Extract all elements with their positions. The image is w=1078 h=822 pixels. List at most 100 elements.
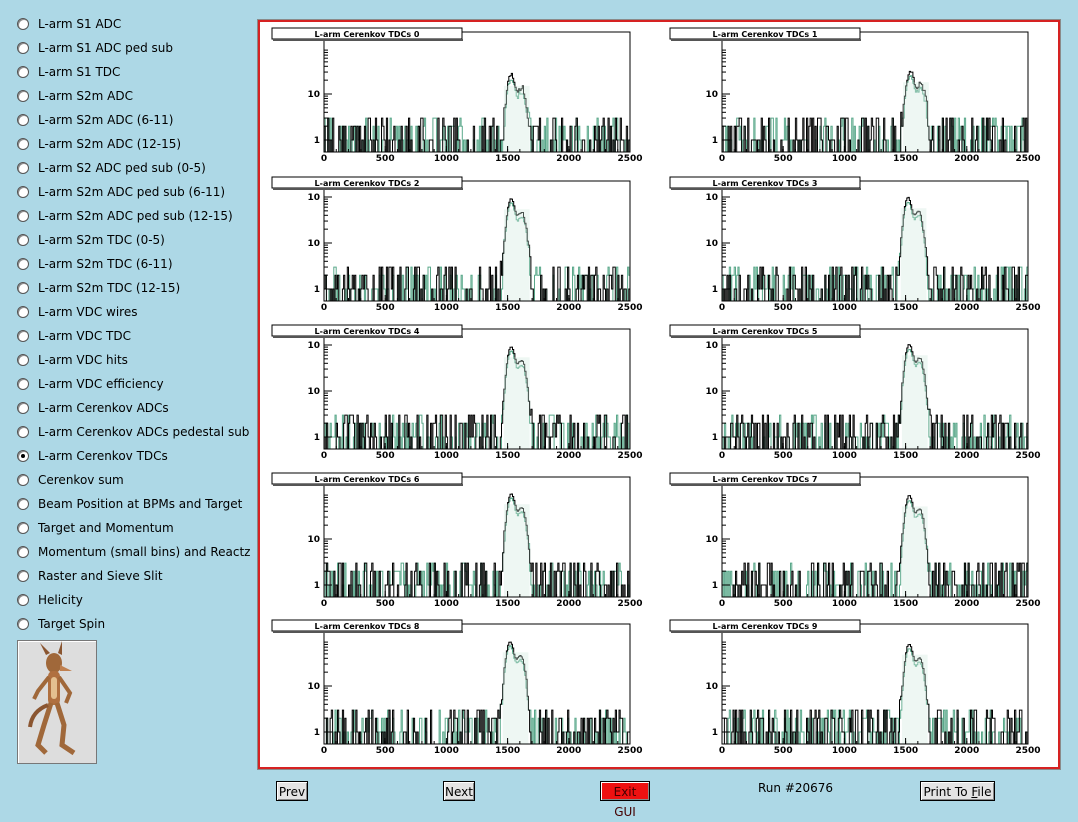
radio-button[interactable] (17, 402, 29, 414)
radio-item[interactable]: L-arm S2m ADC (6-11) (17, 108, 257, 132)
y-tick-label: 1 (712, 285, 718, 295)
histogram-overlay-line (323, 202, 631, 302)
x-tick-label: 1000 (434, 303, 459, 313)
x-tick-label: 1500 (495, 154, 520, 164)
peak-shading (900, 208, 927, 301)
radio-item[interactable]: L-arm Cerenkov ADCs (17, 396, 257, 420)
radio-label: L-arm VDC wires (38, 305, 138, 319)
radio-item[interactable]: L-arm S2m TDC (12-15) (17, 276, 257, 300)
radio-item[interactable]: Cerenkov sum (17, 468, 257, 492)
x-tick-label: 1500 (893, 746, 918, 756)
radio-item[interactable]: Target and Momentum (17, 516, 257, 540)
radio-button[interactable] (17, 594, 29, 606)
y-tick-label: 10 (307, 387, 320, 397)
prev-button[interactable]: Prev (276, 781, 308, 801)
radio-button[interactable] (17, 282, 29, 294)
x-tick-label: 1000 (434, 746, 459, 756)
radio-item[interactable]: Helicity (17, 588, 257, 612)
radio-item[interactable]: L-arm S1 TDC (17, 60, 257, 84)
y-tick-label: 10 (307, 682, 320, 692)
radio-button[interactable] (17, 570, 29, 582)
radio-button[interactable] (17, 378, 29, 390)
radio-item[interactable]: L-arm VDC wires (17, 300, 257, 324)
histogram-title: L-arm Cerenkov TDCs 0 (315, 30, 420, 39)
radio-item[interactable]: L-arm VDC hits (17, 348, 257, 372)
x-tick-label: 2000 (556, 303, 581, 313)
radio-label: Target and Momentum (38, 521, 174, 535)
x-tick-label: 0 (321, 303, 327, 313)
axes-frame (323, 476, 631, 598)
y-tick-label: 1 (314, 581, 320, 591)
y-tick-label: 1 (712, 136, 718, 146)
radio-button[interactable] (17, 66, 29, 78)
radio-button[interactable] (17, 426, 29, 438)
y-tick-label: 10 (307, 239, 320, 249)
radio-item[interactable]: L-arm S1 ADC ped sub (17, 36, 257, 60)
radio-item[interactable]: L-arm S2m ADC (17, 84, 257, 108)
radio-item[interactable]: L-arm S2m TDC (6-11) (17, 252, 257, 276)
print-to-file-button[interactable]: Print To File (920, 781, 995, 801)
radio-button[interactable] (17, 546, 29, 558)
radio-item[interactable]: L-arm Cerenkov TDCs (17, 444, 257, 468)
radio-item[interactable]: L-arm VDC TDC (17, 324, 257, 348)
radio-item[interactable]: Raster and Sieve Slit (17, 564, 257, 588)
radio-label: L-arm S2m ADC ped sub (6-11) (38, 185, 226, 199)
histogram-panel: 0 500 1000 1500 2000 2500 1 10 10 L-arm Cerenkov … (669, 324, 1041, 461)
radio-button[interactable] (17, 354, 29, 366)
radio-button[interactable] (17, 210, 29, 222)
print-label-post: ile (977, 785, 992, 799)
x-tick-label: 0 (321, 451, 327, 461)
radio-button[interactable] (17, 450, 29, 462)
x-tick-label: 500 (774, 599, 793, 609)
radio-button[interactable] (17, 114, 29, 126)
peak-shading (502, 652, 529, 744)
x-tick-label: 2500 (617, 451, 642, 461)
x-tick-label: 1500 (495, 303, 520, 313)
radio-item[interactable]: L-arm VDC efficiency (17, 372, 257, 396)
radio-item[interactable]: L-arm S1 ADC (17, 12, 257, 36)
x-tick-label: 2000 (556, 746, 581, 756)
histogram-overlay-line (721, 202, 1029, 302)
radio-label: Target Spin (38, 617, 106, 631)
radio-item[interactable]: L-arm S2m ADC ped sub (12-15) (17, 204, 257, 228)
radio-button[interactable] (17, 18, 29, 30)
radio-item[interactable]: Momentum (small bins) and Reactz (17, 540, 257, 564)
x-tick-label: 2000 (954, 599, 979, 609)
radio-button[interactable] (17, 90, 29, 102)
y-tick-label: 10 (307, 341, 320, 351)
radio-item[interactable]: L-arm S2m TDC (0-5) (17, 228, 257, 252)
radio-button[interactable] (17, 306, 29, 318)
exit-gui-button[interactable]: Exit GUI (600, 781, 650, 819)
y-tick-label: 10 (307, 90, 320, 100)
radio-button[interactable] (17, 138, 29, 150)
radio-label: Beam Position at BPMs and Target (38, 497, 243, 511)
next-button[interactable]: Next (443, 781, 475, 801)
radio-item[interactable]: L-arm S2m ADC (12-15) (17, 132, 257, 156)
histogram-title: L-arm Cerenkov TDCs 7 (713, 475, 818, 484)
radio-button[interactable] (17, 474, 29, 486)
radio-item[interactable]: L-arm S2m ADC ped sub (6-11) (17, 180, 257, 204)
radio-button[interactable] (17, 234, 29, 246)
radio-label: Momentum (small bins) and Reactz (38, 545, 251, 559)
radio-item[interactable]: L-arm S2 ADC ped sub (0-5) (17, 156, 257, 180)
histogram-title: L-arm Cerenkov TDCs 6 (315, 475, 420, 484)
radio-button[interactable] (17, 498, 29, 510)
radio-label: L-arm S2m ADC (38, 89, 133, 103)
histogram-panel: 0 500 1000 1500 2000 2500 1 10 L-arm Cerenkov TD… (271, 27, 643, 164)
radio-item[interactable]: Target Spin (17, 612, 257, 636)
histogram-overlay-line (721, 75, 1028, 153)
radio-button[interactable] (17, 522, 29, 534)
histogram-panel: 0 500 1000 1500 2000 2500 1 10 L-arm Cerenkov TD… (271, 472, 643, 609)
radio-item[interactable]: L-arm Cerenkov ADCs pedestal sub (17, 420, 257, 444)
peak-shading (901, 654, 928, 744)
radio-button[interactable] (17, 42, 29, 54)
print-label-pre: Print To (923, 785, 972, 799)
radio-button[interactable] (17, 162, 29, 174)
x-tick-label: 1000 (832, 599, 857, 609)
radio-button[interactable] (17, 186, 29, 198)
radio-item[interactable]: Beam Position at BPMs and Target (17, 492, 257, 516)
y-tick-label: 10 (705, 239, 718, 249)
radio-button[interactable] (17, 258, 29, 270)
radio-button[interactable] (17, 618, 29, 630)
radio-button[interactable] (17, 330, 29, 342)
